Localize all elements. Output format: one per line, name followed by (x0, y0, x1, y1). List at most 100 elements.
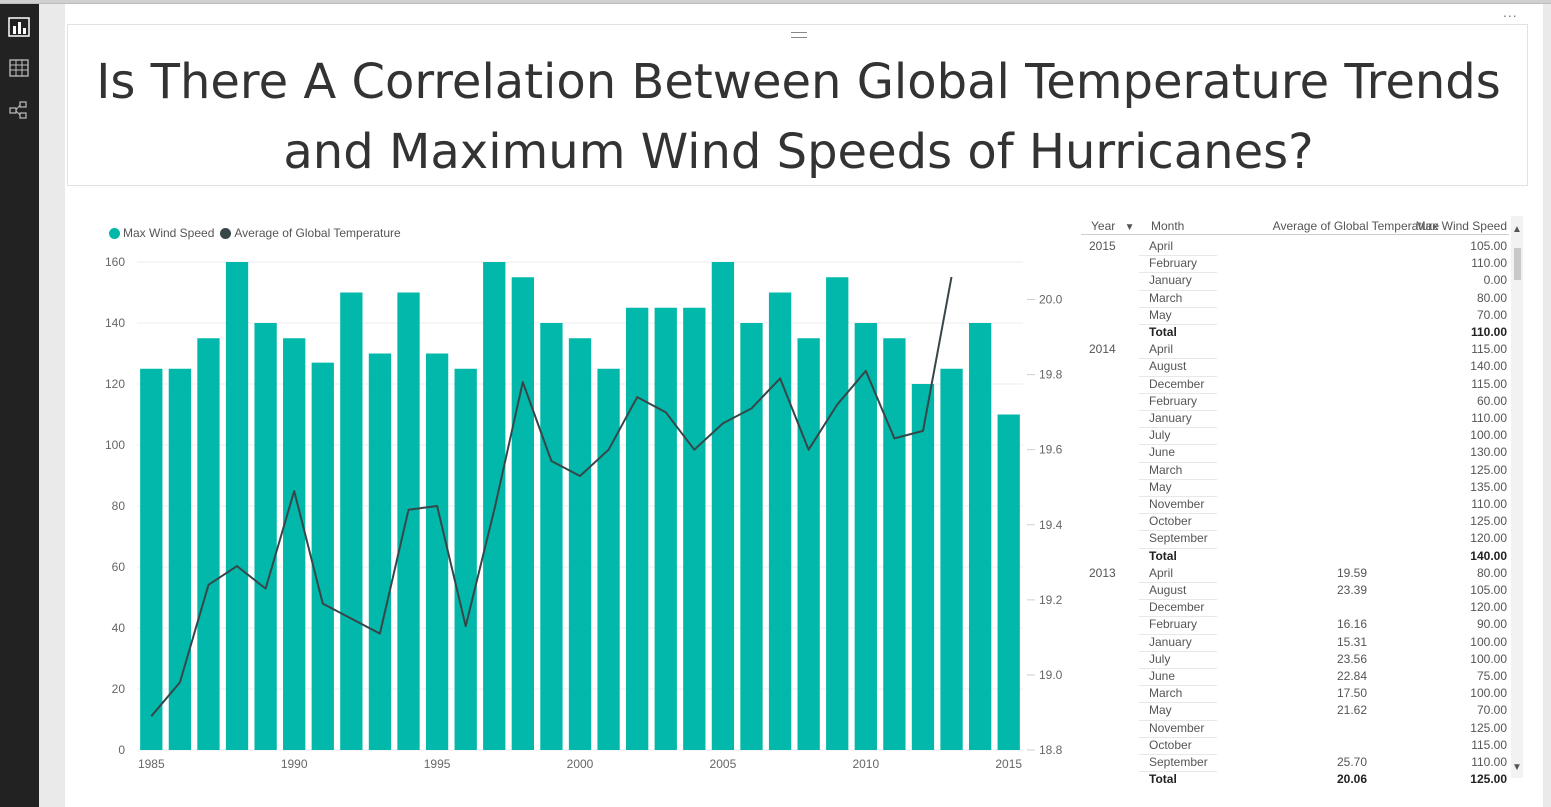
matrix-row[interactable]: February 16.16 90.00 (1081, 617, 1509, 634)
bar-1990[interactable] (283, 338, 306, 750)
bar-1995[interactable] (425, 353, 449, 751)
bar-2002[interactable] (626, 307, 649, 750)
bar-1999[interactable] (540, 323, 563, 750)
data-view-icon[interactable] (9, 58, 29, 78)
wind-speed-cell: 0.00 (1483, 273, 1507, 288)
matrix-row[interactable]: 2013 April 19.59 80.00 (1081, 566, 1509, 583)
title-textbox[interactable]: Is There A Correlation Between Global Te… (67, 24, 1528, 186)
matrix-row[interactable]: November 110.00 (1081, 497, 1509, 514)
bar-2015[interactable] (997, 414, 1020, 751)
wind-speed-cell: 125.00 (1470, 772, 1507, 787)
bar-2012[interactable] (911, 384, 935, 750)
month-cell: November (1149, 720, 1205, 735)
bar-2011[interactable] (883, 338, 906, 750)
bar-1998[interactable] (511, 277, 534, 750)
temperature-cell: 15.31 (1336, 634, 1367, 649)
matrix-row[interactable]: September 120.00 (1081, 531, 1509, 548)
bar-1991[interactable] (311, 362, 334, 750)
legend-marker-bar (109, 227, 120, 239)
matrix-row[interactable]: February 60.00 (1081, 394, 1509, 411)
bar-2006[interactable] (740, 323, 763, 750)
bar-2001[interactable] (597, 368, 620, 750)
bar-2000[interactable] (568, 338, 592, 750)
combo-chart[interactable]: 0 20 40 60 80 100 120 140 160 18.8 19.0 19.2 19.4 19.… (65, 240, 1065, 780)
bar-2004[interactable] (683, 307, 706, 750)
matrix-row[interactable]: January 15.31 100.00 (1081, 635, 1509, 652)
wind-speed-cell: 110.00 (1471, 497, 1507, 511)
bar-2008[interactable] (797, 338, 820, 750)
report-view-icon[interactable] (0, 12, 39, 42)
matrix-row[interactable]: July 23.56 100.00 (1081, 652, 1509, 669)
temperature-line[interactable] (150, 276, 953, 717)
temperature-cell: 17.50 (1336, 686, 1367, 701)
scroll-up-icon[interactable]: ▲ (1512, 224, 1522, 235)
matrix-row[interactable]: May 70.00 (1081, 308, 1509, 325)
matrix-row[interactable]: January 110.00 (1081, 411, 1509, 428)
matrix-row[interactable]: November 125.00 (1081, 721, 1509, 738)
matrix-row[interactable]: August 23.39 105.00 (1081, 583, 1509, 600)
more-options-icon[interactable]: ... (1503, 4, 1518, 20)
matrix-total-row[interactable]: Total 140.00 (1081, 549, 1509, 566)
bar-1987[interactable] (197, 338, 220, 750)
legend-item-max-wind-speed[interactable]: Max Wind Speed (109, 226, 214, 240)
bar-2014[interactable] (968, 323, 992, 750)
matrix-row[interactable]: June 22.84 75.00 (1081, 669, 1509, 686)
month-cell: April (1149, 239, 1174, 253)
matrix-row[interactable]: September 25.70 110.00 (1081, 755, 1509, 772)
temperature-cell: 25.70 (1336, 755, 1367, 769)
matrix-row[interactable]: October 115.00 (1081, 738, 1509, 755)
bar-2013[interactable] (940, 368, 963, 750)
bar-1996[interactable] (454, 368, 477, 750)
column-header-month[interactable]: Month (1151, 219, 1185, 233)
matrix-total-row[interactable]: Total 110.00 (1081, 325, 1509, 342)
sort-desc-icon[interactable]: ▼ (1124, 222, 1135, 233)
matrix-row[interactable]: May 135.00 (1081, 480, 1509, 497)
column-header-wind[interactable]: Max Wind Speed (1415, 219, 1507, 233)
temperature-cell: 23.39 (1336, 583, 1367, 597)
matrix-scrollbar[interactable]: ▲ ▼ (1511, 216, 1523, 778)
month-cell: February (1149, 617, 1198, 632)
bar-1985[interactable] (140, 368, 163, 750)
bar-2007[interactable] (768, 292, 792, 751)
scroll-down-icon[interactable]: ▼ (1512, 762, 1522, 773)
row-divider (1139, 496, 1217, 497)
matrix-table[interactable]: Year ▼ Month Average of Global Temperatu… (1081, 216, 1509, 788)
matrix-row[interactable]: December 120.00 (1081, 600, 1509, 617)
matrix-row[interactable]: January 0.00 (1081, 273, 1509, 290)
matrix-row[interactable]: July 100.00 (1081, 428, 1509, 445)
relationships-view-icon[interactable] (9, 100, 29, 120)
bar-1993[interactable] (368, 353, 392, 751)
matrix-row[interactable]: March 17.50 100.00 (1081, 686, 1509, 703)
column-header-temperature[interactable]: Average of Global Temperature (1272, 219, 1439, 233)
legend-item-average-global-temperature[interactable]: Average of Global Temperature (220, 226, 401, 240)
drag-handle-icon[interactable] (791, 32, 807, 38)
matrix-row[interactable]: May 21.62 70.00 (1081, 703, 1509, 720)
bar-1988[interactable] (225, 262, 249, 750)
chart-axes: 0 20 40 60 80 100 120 140 160 18.8 19.0 19.2 19.4 19.… (105, 255, 1063, 771)
matrix-row[interactable]: March 125.00 (1081, 463, 1509, 480)
bar-2003[interactable] (654, 307, 677, 750)
row-divider (1139, 616, 1217, 618)
bar-1994[interactable] (397, 292, 420, 751)
matrix-row[interactable]: March 80.00 (1081, 291, 1509, 308)
scroll-thumb[interactable] (1514, 248, 1521, 280)
bar-2010[interactable] (854, 323, 877, 750)
matrix-row[interactable]: December 115.00 (1081, 377, 1509, 394)
x-tick-label: 2005 (710, 757, 737, 771)
bar-2005[interactable] (711, 262, 735, 750)
matrix-row[interactable]: August 140.00 (1081, 359, 1509, 376)
wind-speed-cell: 80.00 (1476, 565, 1507, 580)
matrix-row[interactable]: October 125.00 (1081, 514, 1509, 531)
matrix-row[interactable]: 2014 April 115.00 (1081, 342, 1509, 359)
matrix-row[interactable]: February 110.00 (1081, 256, 1509, 273)
bar-1989[interactable] (254, 323, 277, 750)
matrix-row[interactable]: June 130.00 (1081, 445, 1509, 462)
row-divider (1139, 754, 1217, 755)
matrix-total-row[interactable]: Total 20.06 125.00 (1081, 772, 1509, 789)
bar-2009[interactable] (826, 277, 849, 750)
bar-1986[interactable] (168, 368, 192, 750)
matrix-row[interactable]: 2015 April 105.00 (1081, 239, 1509, 256)
column-header-year[interactable]: Year ▼ (1091, 219, 1135, 233)
wind-speed-cell: 115.00 (1471, 376, 1507, 391)
bar-1992[interactable] (340, 292, 363, 751)
